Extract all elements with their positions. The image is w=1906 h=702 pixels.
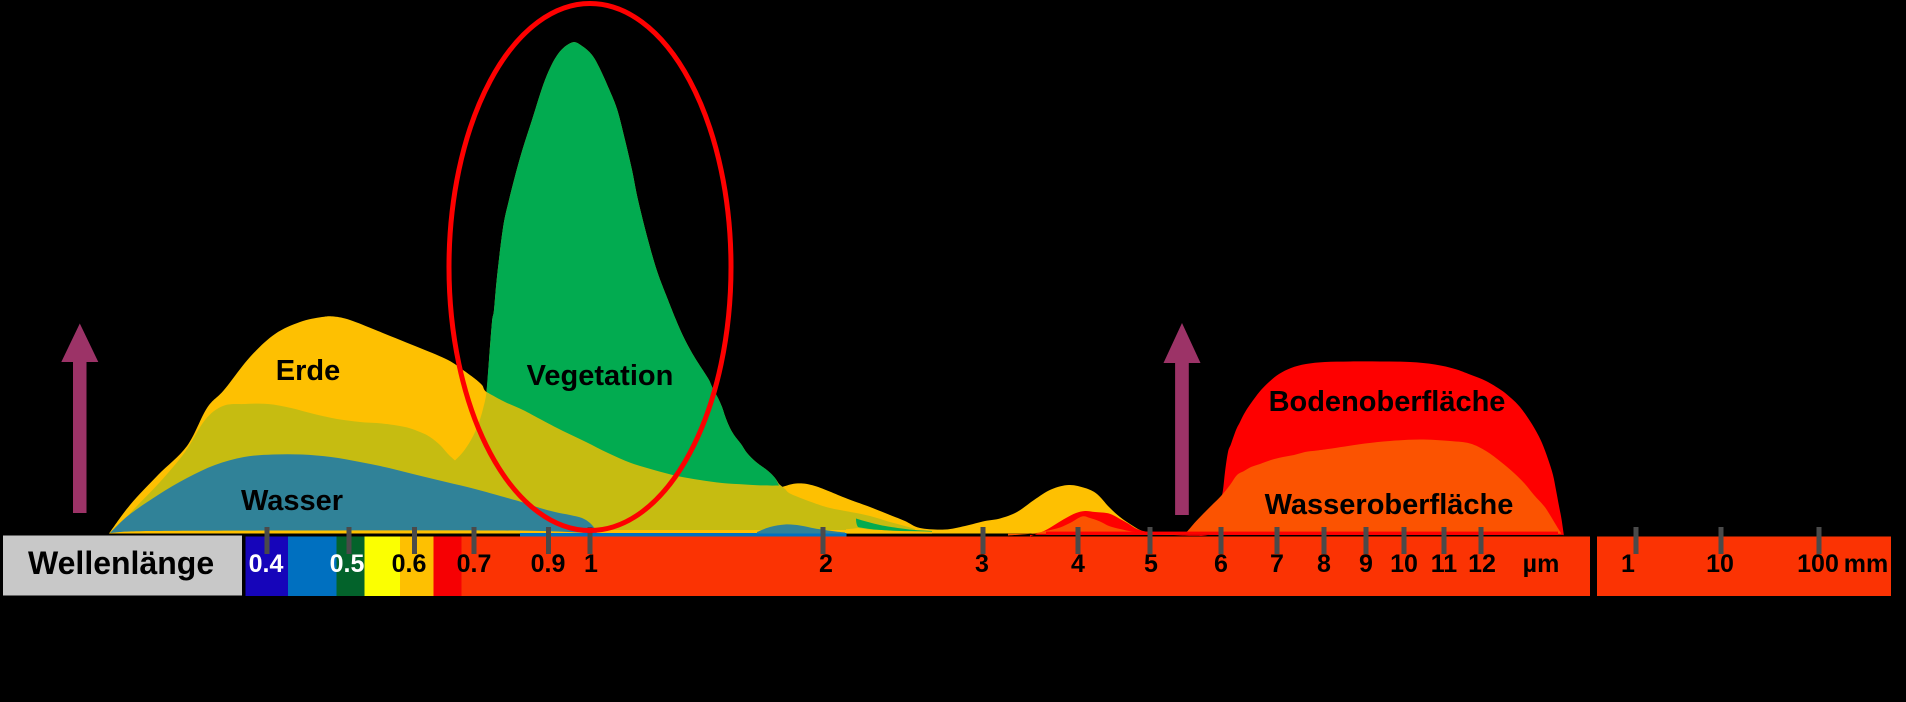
svg-text:1: 1 — [1621, 550, 1635, 578]
svg-text:0.6: 0.6 — [392, 550, 427, 578]
svg-text:mm: mm — [1844, 550, 1888, 578]
svg-text:Wasser: Wasser — [241, 485, 343, 517]
svg-text:5: 5 — [1144, 550, 1158, 578]
svg-text:Wellenlänge: Wellenlänge — [28, 545, 214, 581]
svg-text:10: 10 — [1706, 550, 1734, 578]
svg-text:6: 6 — [1214, 550, 1228, 578]
svg-text:Vegetation: Vegetation — [527, 360, 674, 392]
svg-text:8: 8 — [1317, 550, 1331, 578]
svg-text:0.4: 0.4 — [249, 550, 284, 578]
svg-text:3: 3 — [975, 550, 989, 578]
svg-text:9: 9 — [1359, 550, 1373, 578]
svg-text:100: 100 — [1797, 550, 1839, 578]
svg-text:4: 4 — [1071, 550, 1085, 578]
svg-text:0.9: 0.9 — [531, 550, 566, 578]
svg-text:0.5: 0.5 — [330, 550, 365, 578]
svg-text:Bodenoberfläche: Bodenoberfläche — [1269, 386, 1506, 418]
svg-text:1: 1 — [584, 550, 598, 578]
svg-text:12: 12 — [1468, 550, 1496, 578]
svg-text:Erde: Erde — [276, 355, 340, 387]
svg-text:7: 7 — [1270, 550, 1284, 578]
svg-text:11: 11 — [1431, 550, 1458, 578]
svg-text:0.7: 0.7 — [457, 550, 492, 578]
svg-text:Wasseroberfläche: Wasseroberfläche — [1265, 489, 1514, 521]
svg-text:10: 10 — [1390, 550, 1418, 578]
svg-text:2: 2 — [819, 550, 833, 578]
svg-text:µm: µm — [1523, 550, 1560, 578]
